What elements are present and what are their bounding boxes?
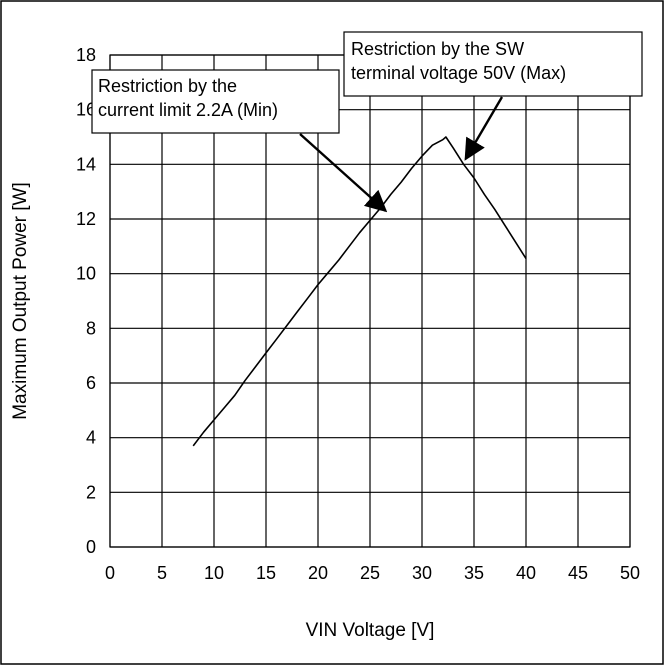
annotation-text-line: Restriction by the SW (351, 39, 524, 59)
x-tick-label: 50 (620, 563, 640, 583)
x-tick-label: 40 (516, 563, 536, 583)
annotation-text-line: current limit 2.2A (Min) (98, 100, 278, 120)
annotation-0: Restriction by the current limit 2.2A (Mi… (91, 69, 388, 213)
y-tick-label: 0 (86, 537, 96, 557)
x-tick-label: 45 (568, 563, 588, 583)
y-tick-label: 16 (76, 100, 96, 120)
y-tick-label: 10 (76, 264, 96, 284)
annotations: Restriction by the current limit 2.2A (Mi… (91, 31, 643, 213)
x-tick-label: 35 (464, 563, 484, 583)
x-tick-label: 25 (360, 563, 380, 583)
x-tick-label: 10 (204, 563, 224, 583)
annotation-text-line: terminal voltage 50V (Max) (351, 63, 566, 83)
x-tick-label: 5 (157, 563, 167, 583)
y-tick-label: 18 (76, 45, 96, 65)
annotation-box-0 (91, 69, 340, 134)
annotation-arrow-0 (299, 133, 388, 213)
x-tick-label: 15 (256, 563, 276, 583)
tick-labels: 0 5 10 15 20 25 30 35 40 45 50 0 2 4 6 8 10 12 14 16 18 (76, 45, 640, 583)
y-tick-label: 14 (76, 154, 96, 174)
y-tick-label: 8 (86, 318, 96, 338)
series-line-0 (192, 136, 527, 447)
y-tick-label: 6 (86, 373, 96, 393)
annotation-1: Restriction by the SW terminal voltage 50… (343, 31, 643, 161)
y-tick-label: 2 (86, 482, 96, 502)
x-axis-title: VIN Voltage [V] (306, 620, 435, 641)
y-axis-title: Maximum Output Power [W] (10, 182, 31, 420)
x-tick-label: 20 (308, 563, 328, 583)
y-tick-label: 4 (86, 428, 96, 448)
annotation-box-1 (343, 31, 643, 97)
x-tick-label: 30 (412, 563, 432, 583)
annotation-text-line: Restriction by the (98, 76, 237, 96)
y-tick-label: 12 (76, 209, 96, 229)
x-tick-label: 0 (105, 563, 115, 583)
series (192, 136, 527, 447)
annotation-arrow-1 (464, 96, 504, 161)
